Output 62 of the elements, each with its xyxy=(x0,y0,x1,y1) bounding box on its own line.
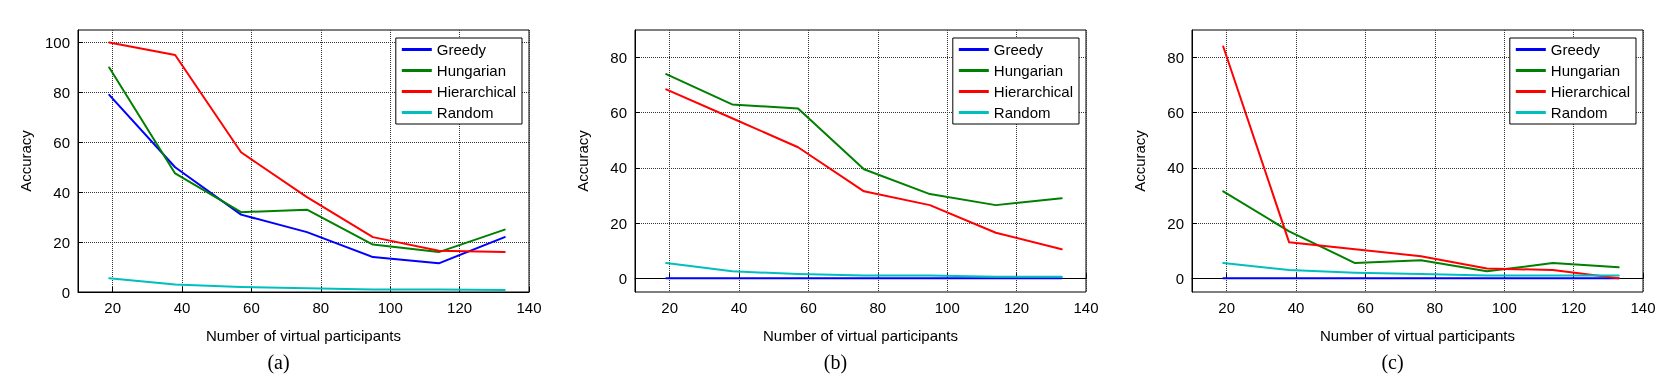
y-tick-label: 60 xyxy=(1167,104,1184,122)
y-tick-label: 0 xyxy=(618,269,627,287)
x-axis-title: Number of virtual participants xyxy=(205,327,402,344)
x-tick-label: 140 xyxy=(1073,299,1099,316)
y-axis-title: Accuracy xyxy=(17,129,34,192)
legend-label: Random xyxy=(993,104,1051,121)
x-tick-label: 140 xyxy=(516,299,542,316)
y-axis-title: Accuracy xyxy=(574,129,591,192)
x-tick-label: 120 xyxy=(1561,299,1587,316)
text: (b) xyxy=(823,351,848,374)
x-axis-title: Number of virtual participants xyxy=(762,327,959,344)
legend-label: Random xyxy=(1550,104,1608,121)
x-tick-label: 100 xyxy=(934,299,960,316)
line-series xyxy=(665,262,1063,278)
y-tick-label: 0 xyxy=(61,283,70,301)
line-series xyxy=(1222,190,1620,273)
line-series xyxy=(108,277,506,291)
x-tick-label: 60 xyxy=(800,299,817,316)
y-tick-label: 20 xyxy=(53,233,70,251)
y-tick-label: 40 xyxy=(53,183,70,201)
x-tick-label: 60 xyxy=(243,299,260,316)
x-tick-label: 140 xyxy=(1630,299,1656,316)
y-tick-label: 80 xyxy=(610,49,627,67)
x-tick-label: 120 xyxy=(447,299,473,316)
y-tick-label: 60 xyxy=(53,133,70,151)
x-tick-label: 80 xyxy=(312,299,330,316)
text: (c) xyxy=(1381,351,1404,374)
legend-label: Hierarchical xyxy=(1550,83,1631,100)
y-tick-label: 60 xyxy=(610,104,627,122)
legend-label: Random xyxy=(436,104,494,121)
y-tick-label: 40 xyxy=(1167,159,1184,177)
y-tick-label: 20 xyxy=(610,214,627,232)
y-axis-title: Accuracy xyxy=(1131,129,1148,192)
x-tick-label: 100 xyxy=(1491,299,1517,316)
x-tick-label: 40 xyxy=(730,299,748,316)
y-tick-label: 40 xyxy=(610,159,627,177)
legend-label: Hungarian xyxy=(993,62,1064,79)
x-tick-label: 40 xyxy=(173,299,191,316)
legend-label: Hungarian xyxy=(1550,62,1621,79)
x-tick-label: 20 xyxy=(1218,299,1236,316)
x-tick-label: 80 xyxy=(1426,299,1444,316)
x-tick-label: 20 xyxy=(104,299,122,316)
x-tick-label: 100 xyxy=(377,299,403,316)
legend-label: Hierarchical xyxy=(993,83,1074,100)
legend-label: Greedy xyxy=(993,41,1044,58)
line-series xyxy=(1222,262,1620,277)
y-tick-label: 20 xyxy=(1167,214,1184,232)
x-tick-label: 20 xyxy=(661,299,679,316)
x-tick-label: 120 xyxy=(1004,299,1030,316)
x-tick-label: 60 xyxy=(1357,299,1374,316)
legend-label: Hungarian xyxy=(436,62,507,79)
legend-label: Greedy xyxy=(436,41,487,58)
y-tick-label: 0 xyxy=(1175,269,1184,287)
y-tick-label: 100 xyxy=(44,33,70,51)
x-axis-title: Number of virtual participants xyxy=(1319,327,1516,344)
y-tick-label: 80 xyxy=(1167,49,1184,67)
x-tick-label: 40 xyxy=(1287,299,1305,316)
text: (a) xyxy=(267,351,290,374)
legend-label: Hierarchical xyxy=(436,83,517,100)
x-tick-label: 80 xyxy=(869,299,887,316)
y-tick-label: 80 xyxy=(53,83,70,101)
legend-label: Greedy xyxy=(1550,41,1601,58)
